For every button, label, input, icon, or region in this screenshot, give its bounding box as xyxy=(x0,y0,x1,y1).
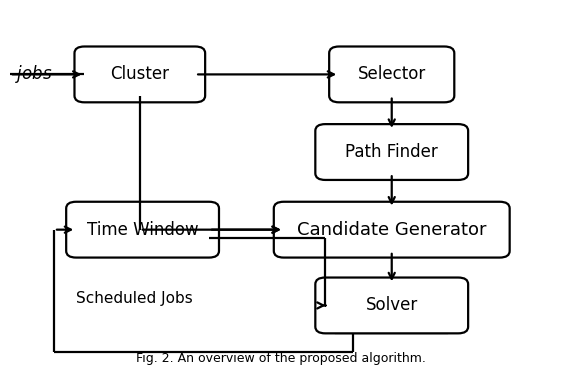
FancyBboxPatch shape xyxy=(315,277,468,333)
FancyBboxPatch shape xyxy=(315,124,468,180)
Text: Selector: Selector xyxy=(357,65,426,84)
Bar xyxy=(337,327,447,333)
Text: Cluster: Cluster xyxy=(110,65,169,84)
FancyBboxPatch shape xyxy=(329,46,454,102)
Text: Scheduled Jobs: Scheduled Jobs xyxy=(76,291,193,305)
Text: Solver: Solver xyxy=(366,296,418,314)
Text: Fig. 2. An overview of the proposed algorithm.: Fig. 2. An overview of the proposed algo… xyxy=(136,352,426,365)
FancyBboxPatch shape xyxy=(75,46,205,102)
FancyBboxPatch shape xyxy=(66,202,219,257)
Text: Path Finder: Path Finder xyxy=(346,143,438,161)
Text: Candidate Generator: Candidate Generator xyxy=(297,221,487,239)
FancyBboxPatch shape xyxy=(274,202,510,257)
Text: Time Window: Time Window xyxy=(87,221,198,239)
Text: $\mathit{jobs}$: $\mathit{jobs}$ xyxy=(15,64,53,85)
